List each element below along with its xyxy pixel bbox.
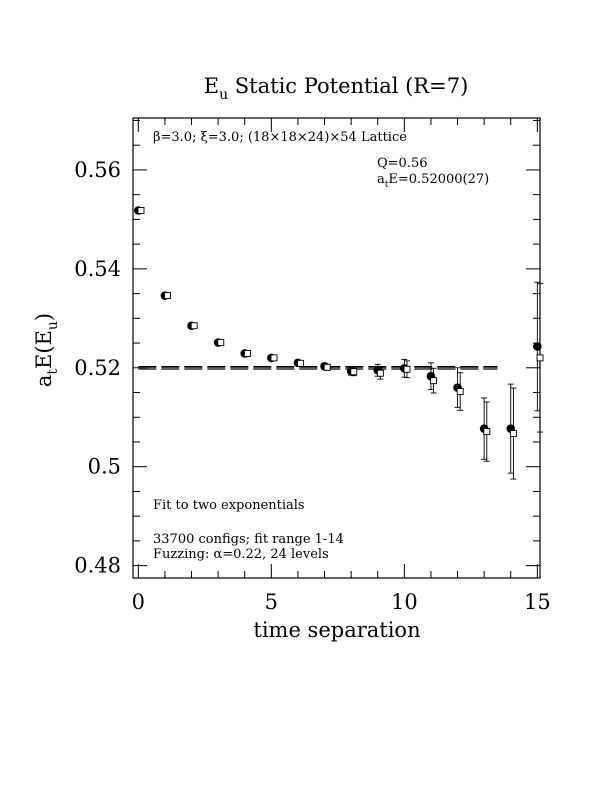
data-point [137, 207, 145, 214]
data-point [243, 349, 251, 357]
y-tick-label: 0.54 [74, 257, 121, 281]
data-point [536, 354, 544, 362]
axis-tick-labels: 0 5 10 15 0.48 0.5 0.52 0.54 0.56 [74, 158, 550, 614]
series-filled-circle [134, 206, 542, 474]
data-point [533, 342, 542, 351]
data-point [456, 388, 464, 395]
chart-title: Eu Static Potential (R=7) [204, 74, 469, 103]
x-axis-label: time separation [253, 618, 420, 642]
y-tick-label: 0.52 [74, 356, 121, 380]
y-tick-label: 0.56 [74, 158, 121, 182]
data-point [483, 428, 491, 436]
data-point [297, 359, 305, 367]
lattice-annotation: β=3.0; ξ=3.0; (18×18×24)×54 Lattice [153, 130, 407, 145]
data-point [270, 354, 278, 362]
fuzzing-annotation: Fuzzing: α=0.22, 24 levels [153, 547, 329, 562]
data-point [509, 430, 517, 438]
configs-annotation: 33700 configs; fit range 1-14 [153, 532, 344, 547]
x-tick-label: 15 [524, 590, 551, 614]
q-value-annotation: Q=0.56 [377, 156, 428, 171]
title-main: E [204, 74, 219, 98]
fit-lines [138, 365, 498, 370]
energy-annotation: atE=0.52000(27) [377, 172, 489, 190]
data-point [164, 292, 172, 300]
data-series [134, 206, 544, 480]
x-tick-label: 10 [391, 590, 418, 614]
y-tick-label: 0.5 [88, 455, 121, 479]
x-tick-label: 5 [265, 590, 278, 614]
series-open-square [137, 207, 544, 480]
data-point [350, 368, 358, 376]
data-point [190, 322, 198, 330]
data-point [430, 377, 438, 385]
y-tick-label: 0.48 [74, 554, 121, 578]
title-rest: Static Potential (R=7) [228, 74, 468, 98]
fit-type-annotation: Fit to two exponentials [153, 498, 305, 513]
data-point [376, 369, 384, 377]
data-point [403, 365, 411, 373]
x-tick-label: 0 [132, 590, 145, 614]
data-point [217, 339, 225, 347]
y-axis-label: atE(Eu) [32, 313, 61, 387]
title-subscript: u [219, 87, 228, 103]
data-point [323, 363, 331, 371]
